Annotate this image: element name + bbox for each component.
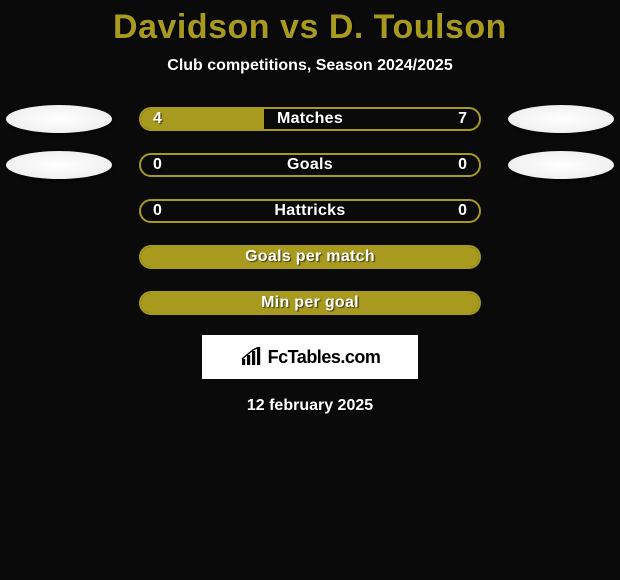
player2-photo: [508, 105, 614, 133]
stat-right-value: 0: [458, 156, 467, 174]
vs-label: vs: [280, 8, 319, 46]
stat-rows: 47Matches00Goals00HattricksGoals per mat…: [0, 107, 620, 315]
stat-left-value: 0: [153, 202, 162, 220]
stat-label: Hattricks: [141, 202, 479, 220]
stat-right-value: 0: [458, 202, 467, 220]
stat-bar: Goals per match: [139, 245, 481, 269]
player1-photo: [6, 151, 112, 179]
stat-left-value: 0: [153, 156, 162, 174]
stat-row: Min per goal: [0, 291, 620, 315]
stat-row: Goals per match: [0, 245, 620, 269]
player1-photo: [6, 105, 112, 133]
stat-bar: Min per goal: [139, 291, 481, 315]
logo-text: FcTables.com: [268, 347, 381, 368]
stat-bar: 47Matches: [139, 107, 481, 131]
stat-row: 0 0Goals: [0, 153, 620, 177]
comparison-title: Davidson vs D. Toulson: [0, 0, 620, 47]
player2-photo: [508, 151, 614, 179]
stat-row: 0 0Hattricks: [0, 199, 620, 223]
logo-box: FcTables.com: [202, 335, 418, 379]
date-label: 12 february 2025: [0, 397, 620, 415]
player1-name: Davidson: [113, 8, 270, 46]
bar-fill: [141, 293, 479, 313]
stat-row: 47Matches: [0, 107, 620, 131]
stat-bar: 0 0Hattricks: [139, 199, 481, 223]
bar-chart-icon: [240, 347, 264, 367]
stat-bar: 0 0Goals: [139, 153, 481, 177]
stat-label: Goals: [141, 156, 479, 174]
stat-left-value: 4: [153, 110, 162, 128]
stat-right-value: 7: [458, 110, 467, 128]
subtitle: Club competitions, Season 2024/2025: [0, 57, 620, 75]
player2-name: D. Toulson: [329, 8, 507, 46]
bar-fill: [141, 247, 479, 267]
